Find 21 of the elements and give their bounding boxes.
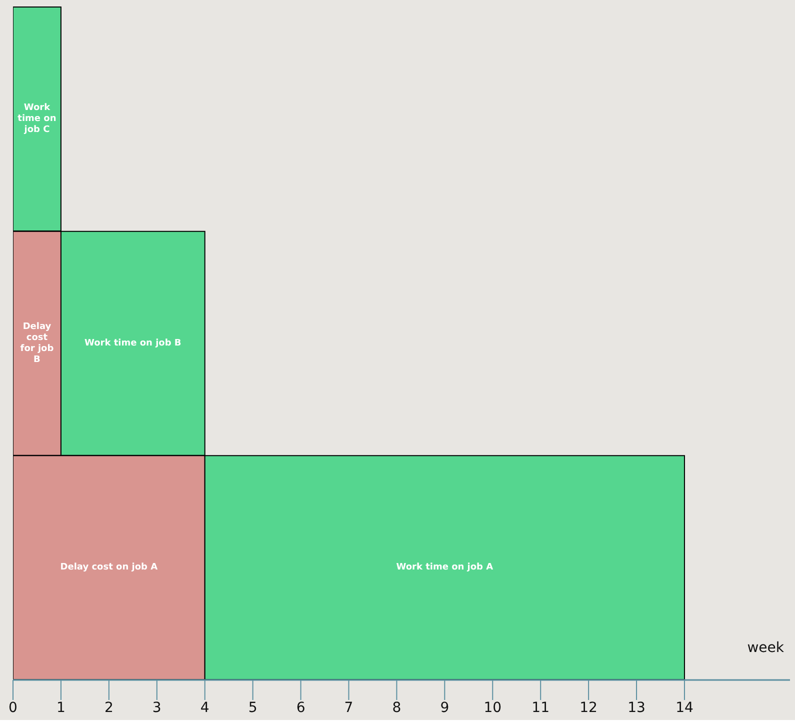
series-label: Work time on job B (84, 338, 182, 349)
x-tick-label: 1 (56, 700, 66, 716)
x-tick-label: 11 (532, 700, 550, 716)
x-tick-label: 0 (8, 700, 18, 716)
x-tick-label: 6 (296, 700, 306, 716)
series-label: Work time on job C (18, 103, 56, 136)
x-axis-title: week (747, 640, 785, 656)
x-tick-label: 10 (484, 700, 502, 716)
x-tick-label: 12 (580, 700, 598, 716)
series-label: Work time on job A (396, 563, 494, 574)
x-tick-label: 9 (440, 700, 450, 716)
x-tick-label: 7 (344, 700, 354, 716)
series-label: Delay cost on job A (60, 563, 158, 574)
x-tick-label: 4 (200, 700, 210, 716)
x-tick-label: 13 (628, 700, 646, 716)
x-tick-label: 8 (392, 700, 402, 716)
series-label: Delay cost for job B (20, 322, 54, 366)
x-tick-label: 5 (248, 700, 258, 716)
x-tick-label: 3 (152, 700, 162, 716)
x-tick-label: 2 (104, 700, 114, 716)
x-tick-label: 14 (676, 700, 694, 716)
